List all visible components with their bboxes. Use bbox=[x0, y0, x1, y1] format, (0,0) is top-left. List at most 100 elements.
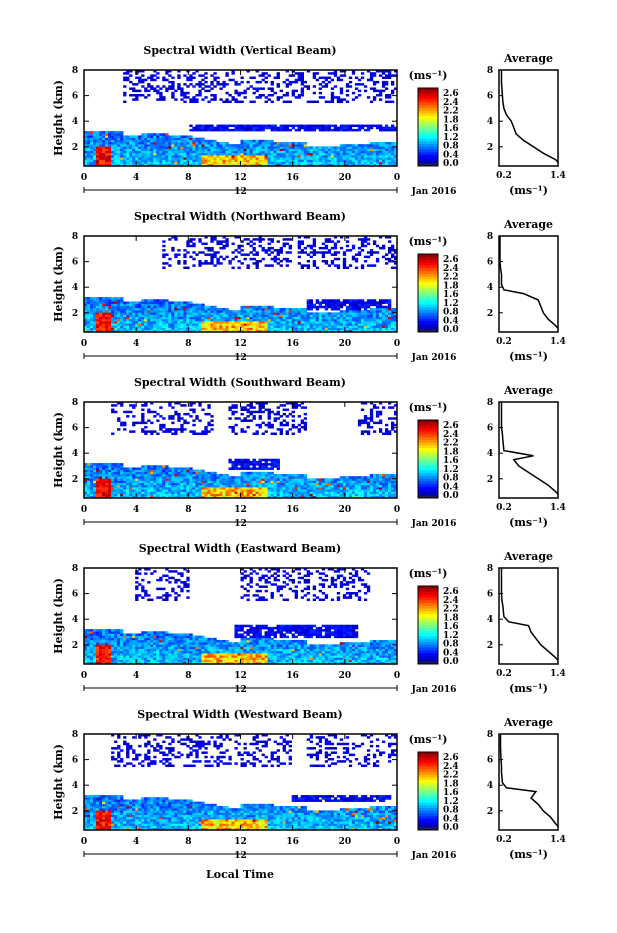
heatmap-cell bbox=[180, 90, 183, 92]
heatmap-cell bbox=[331, 312, 334, 314]
heatmap-cell bbox=[241, 149, 244, 151]
heatmap-cell bbox=[117, 481, 120, 483]
heatmap-cell bbox=[96, 138, 99, 140]
heatmap-cell bbox=[180, 472, 183, 474]
heatmap-cell bbox=[280, 142, 283, 144]
heatmap-cell bbox=[165, 310, 168, 312]
heatmap-cell bbox=[234, 325, 237, 327]
heatmap-cell bbox=[337, 159, 340, 161]
heatmap-cell bbox=[111, 478, 114, 480]
heatmap-cell bbox=[319, 317, 322, 319]
heatmap-cell bbox=[156, 157, 159, 159]
heatmap-cell bbox=[195, 319, 198, 321]
heatmap-cell bbox=[102, 483, 105, 485]
heatmap-cell bbox=[150, 146, 153, 148]
heatmap-cell bbox=[253, 125, 256, 127]
heatmap-cell bbox=[382, 90, 385, 92]
heatmap-cell bbox=[280, 319, 283, 321]
heatmap-cell bbox=[168, 264, 171, 266]
heatmap-cell bbox=[174, 301, 177, 303]
heatmap-cell bbox=[358, 144, 361, 146]
heatmap-cell bbox=[316, 267, 319, 269]
heatmap-cell bbox=[132, 481, 135, 483]
heatmap-cell bbox=[262, 465, 265, 467]
heatmap-cell bbox=[99, 151, 102, 153]
heatmap-cell bbox=[367, 149, 370, 151]
heatmap-cell bbox=[192, 491, 195, 493]
heatmap-cell bbox=[189, 476, 192, 478]
heatmap-cell bbox=[250, 491, 253, 493]
heatmap-cell bbox=[126, 304, 129, 306]
heatmap-cell bbox=[225, 157, 228, 159]
heatmap-cell bbox=[117, 472, 120, 474]
heatmap-cell bbox=[277, 258, 280, 260]
heatmap-cell bbox=[141, 413, 144, 415]
heatmap-cell bbox=[111, 306, 114, 308]
heatmap-cell bbox=[180, 491, 183, 493]
heatmap-cell bbox=[90, 483, 93, 485]
heatmap-cell bbox=[216, 483, 219, 485]
heatmap-cell bbox=[99, 491, 102, 493]
heatmap-cell bbox=[325, 319, 328, 321]
heatmap-cell bbox=[207, 485, 210, 487]
heatmap-cell bbox=[150, 474, 153, 476]
heatmap-cell bbox=[165, 470, 168, 472]
heatmap-cell bbox=[289, 321, 292, 323]
heatmap-cell bbox=[183, 419, 186, 421]
heatmap-cell bbox=[177, 262, 180, 264]
heatmap-cell bbox=[135, 72, 138, 74]
heatmap-cell bbox=[111, 304, 114, 306]
heatmap-cell bbox=[274, 92, 277, 94]
heatmap-cell bbox=[183, 470, 186, 472]
heatmap-cell bbox=[150, 491, 153, 493]
heatmap-cell bbox=[234, 256, 237, 258]
heatmap-cell bbox=[307, 301, 310, 303]
heatmap-cell bbox=[156, 301, 159, 303]
heatmap-cell bbox=[244, 419, 247, 421]
heatmap-cell bbox=[259, 463, 262, 465]
heatmap-cell bbox=[259, 157, 262, 159]
heatmap-cell bbox=[183, 146, 186, 148]
heatmap-cell bbox=[283, 162, 286, 164]
heatmap-cell bbox=[370, 299, 373, 301]
heatmap-cell bbox=[99, 131, 102, 133]
heatmap-cell bbox=[132, 321, 135, 323]
heatmap-cell bbox=[150, 159, 153, 161]
heatmap-cell bbox=[189, 487, 192, 489]
heatmap-cell bbox=[265, 157, 268, 159]
heatmap-cell bbox=[177, 306, 180, 308]
heatmap-cell bbox=[265, 489, 268, 491]
heatmap-cell bbox=[102, 297, 105, 299]
heatmap-cell bbox=[135, 325, 138, 327]
heatmap-cell bbox=[325, 306, 328, 308]
heatmap-cell bbox=[162, 491, 165, 493]
heatmap-cell bbox=[241, 92, 244, 94]
heatmap-cell bbox=[271, 159, 274, 161]
heatmap-cell bbox=[319, 315, 322, 317]
heatmap-cell bbox=[138, 476, 141, 478]
heatmap-cell bbox=[370, 328, 373, 330]
colorbar-segment bbox=[418, 141, 438, 144]
heatmap-cell bbox=[256, 146, 259, 148]
heatmap-cell bbox=[259, 240, 262, 242]
heatmap-cell bbox=[231, 428, 234, 430]
heatmap-cell bbox=[225, 317, 228, 319]
heatmap-cell bbox=[259, 328, 262, 330]
heatmap-cell bbox=[201, 83, 204, 85]
heatmap-cell bbox=[156, 153, 159, 155]
heatmap-cell bbox=[147, 325, 150, 327]
heatmap-cell bbox=[105, 481, 108, 483]
heatmap-cell bbox=[222, 494, 225, 496]
heatmap-cell bbox=[180, 144, 183, 146]
heatmap-cell bbox=[168, 87, 171, 89]
heatmap-cell bbox=[262, 144, 265, 146]
heatmap-cell bbox=[259, 310, 262, 312]
heatmap-cell bbox=[132, 315, 135, 317]
heatmap-cell bbox=[352, 72, 355, 74]
heatmap-cell bbox=[328, 162, 331, 164]
heatmap-cell bbox=[352, 312, 355, 314]
heatmap-cell bbox=[102, 142, 105, 144]
heatmap-cell bbox=[280, 151, 283, 153]
heatmap-cell bbox=[331, 301, 334, 303]
heatmap-cell bbox=[183, 153, 186, 155]
